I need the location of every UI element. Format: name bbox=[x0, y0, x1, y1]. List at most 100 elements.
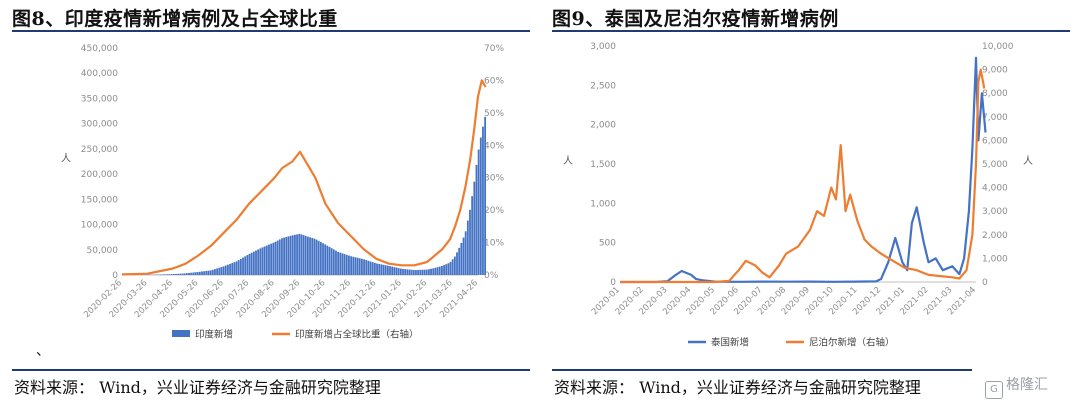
left-bar bbox=[302, 235, 305, 275]
left-bar bbox=[168, 274, 171, 275]
left-bar bbox=[417, 269, 420, 275]
left-bar bbox=[203, 271, 206, 275]
watermark: G 格隆汇 bbox=[985, 374, 1048, 399]
left-bar bbox=[397, 268, 400, 275]
left-bar bbox=[434, 267, 437, 275]
left-bar bbox=[421, 269, 424, 275]
left-y2-tick-label: 10% bbox=[484, 239, 504, 249]
left-bar bbox=[294, 234, 296, 275]
left-y-tick-label: 400,000 bbox=[81, 69, 118, 79]
right-series-line-0 bbox=[620, 56, 987, 284]
left-bar bbox=[373, 262, 376, 275]
left-bar bbox=[164, 274, 167, 275]
left-bar bbox=[412, 269, 415, 275]
left-bar bbox=[350, 256, 353, 275]
left-bar bbox=[410, 269, 413, 275]
left-bar bbox=[183, 273, 186, 275]
right-ylabel: 人 bbox=[563, 155, 573, 167]
left-bar bbox=[451, 259, 454, 275]
left-bar bbox=[428, 269, 430, 275]
left-bar bbox=[261, 247, 264, 275]
right-source-rule bbox=[552, 369, 972, 371]
left-bar bbox=[259, 248, 262, 275]
right-y2-tick-label: 10,000 bbox=[982, 42, 1014, 52]
left-y2-tick-label: 30% bbox=[484, 174, 504, 184]
left-bar bbox=[479, 137, 482, 275]
left-source: 资料来源： Wind，兴业证券经济与金融研究院整理 bbox=[14, 378, 381, 397]
right-y2-tick-label: 1,000 bbox=[982, 254, 1008, 264]
left-legend-label: 印度新增占全球比重（右轴） bbox=[295, 329, 419, 341]
left-bar bbox=[423, 269, 426, 275]
left-bar bbox=[270, 243, 273, 275]
left-y-tick-label: 300,000 bbox=[81, 120, 118, 130]
left-bar bbox=[391, 266, 394, 275]
left-y2-tick-label: 70% bbox=[484, 44, 504, 54]
left-bar bbox=[471, 196, 474, 275]
left-y2-tick-label: 50% bbox=[484, 109, 504, 119]
left-bar bbox=[192, 272, 195, 275]
left-bar bbox=[306, 236, 309, 275]
left-bar bbox=[363, 259, 365, 275]
left-bar bbox=[265, 245, 268, 275]
right-y-tick-label: 2,500 bbox=[590, 81, 616, 91]
left-bar bbox=[443, 265, 445, 275]
left-bar bbox=[341, 253, 344, 275]
right-chart: 0 500 1,000 1,500 2,000 2,500 3,000 0 1,000 2,000… bbox=[563, 42, 1033, 349]
left-y2-tick-label: 40% bbox=[484, 141, 504, 151]
right-title-rule bbox=[552, 30, 1070, 32]
left-bar bbox=[315, 239, 318, 275]
left-bar bbox=[196, 272, 199, 275]
left-bar bbox=[244, 256, 247, 275]
left-source-rule bbox=[12, 369, 530, 371]
left-y2-tick-label: 60% bbox=[484, 76, 504, 86]
left-bar bbox=[166, 274, 169, 275]
left-bar bbox=[209, 270, 212, 275]
left-bar bbox=[348, 255, 350, 275]
left-bar bbox=[376, 263, 378, 275]
left-bar bbox=[198, 271, 201, 275]
left-bar bbox=[438, 266, 441, 275]
left-bar bbox=[456, 252, 458, 275]
left-bar bbox=[181, 273, 184, 275]
left-bar bbox=[393, 267, 396, 275]
left-bar bbox=[317, 240, 320, 275]
left-bar bbox=[365, 260, 368, 275]
left-bar bbox=[337, 251, 340, 275]
left-bar bbox=[473, 181, 476, 275]
right-y-tick-label: 2,000 bbox=[590, 121, 616, 131]
left-bar bbox=[304, 235, 307, 275]
watermark-text: 格隆汇 bbox=[1006, 377, 1048, 393]
right-y-tick-label: 3,000 bbox=[590, 42, 616, 52]
left-bar bbox=[369, 261, 372, 275]
left-bar bbox=[252, 251, 255, 275]
left-legend-swatch bbox=[172, 330, 190, 337]
left-y-tick-label: 450,000 bbox=[81, 44, 118, 54]
left-y-tick-label: 150,000 bbox=[81, 195, 118, 205]
right-series-line-1 bbox=[620, 68, 986, 284]
left-bar bbox=[371, 262, 374, 275]
left-bar bbox=[339, 252, 342, 275]
left-bar bbox=[404, 269, 407, 275]
left-y-tick-label: 350,000 bbox=[81, 94, 118, 104]
left-bar bbox=[214, 269, 216, 275]
left-bar bbox=[477, 149, 480, 275]
left-bar bbox=[475, 164, 478, 275]
right-y2-tick-label: 7,000 bbox=[982, 113, 1008, 123]
left-bar bbox=[343, 254, 346, 275]
left-bar bbox=[285, 236, 288, 275]
left-bar bbox=[482, 126, 484, 276]
left-bar bbox=[380, 264, 383, 275]
left-bar bbox=[207, 270, 210, 275]
left-bar bbox=[326, 245, 329, 275]
left-bar bbox=[395, 267, 398, 275]
left-bar bbox=[462, 237, 465, 275]
left-bar bbox=[419, 269, 422, 275]
left-bar bbox=[311, 237, 314, 275]
left-bar bbox=[384, 265, 387, 275]
left-bar bbox=[335, 250, 337, 275]
left-bar bbox=[227, 264, 229, 275]
right-y-tick-label: 1,500 bbox=[590, 160, 616, 170]
left-bar bbox=[172, 274, 175, 275]
right-y2-tick-label: 6,000 bbox=[982, 136, 1008, 146]
right-figure-title: 图9、泰国及尼泊尔疫情新增病例 bbox=[552, 8, 839, 30]
